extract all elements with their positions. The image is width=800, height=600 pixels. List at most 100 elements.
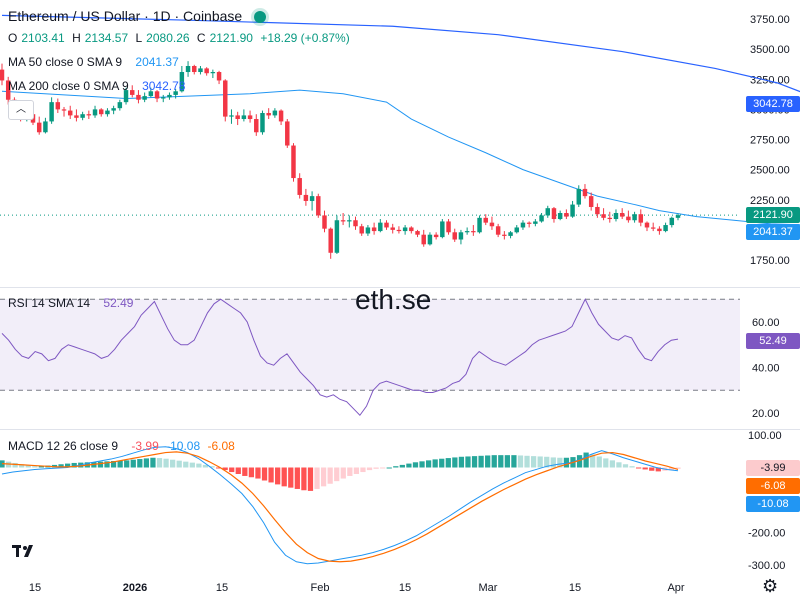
candle-body: [520, 222, 526, 228]
collapse-legend-button[interactable]: ︿: [8, 100, 34, 120]
candle-body: [67, 110, 73, 116]
macd-histogram-bar: [314, 467, 320, 489]
macd-histogram-bar: [110, 461, 117, 468]
macd-histogram-bar: [150, 457, 156, 468]
macd-histogram-bar: [215, 467, 222, 469]
macd-histogram-bar: [439, 458, 445, 468]
macd-histogram-bar: [307, 467, 314, 491]
macd-histogram-bar: [452, 457, 458, 468]
candle-body: [390, 227, 395, 230]
signal-line: [1, 451, 679, 563]
candle-body: [489, 222, 495, 227]
candle-body: [80, 114, 85, 118]
time-axis-label: Feb: [311, 582, 330, 594]
candle-body: [545, 208, 550, 216]
pane-separator[interactable]: [0, 287, 800, 288]
macd-histogram-bar: [445, 458, 451, 468]
candle-body: [192, 65, 197, 73]
candle-body: [495, 226, 501, 235]
candle-body: [161, 97, 166, 99]
macd-histogram-bar: [104, 461, 110, 468]
macd-histogram-bar: [635, 467, 642, 469]
macd-histogram-bar: [38, 465, 45, 468]
macd-histogram-bar: [12, 462, 18, 468]
macd-histogram-bar: [301, 467, 307, 491]
macd-histogram-bar: [347, 467, 353, 476]
macd-histogram-bar: [327, 467, 333, 484]
candle-body: [49, 102, 54, 122]
macd-legend[interactable]: MACD 12 26 close 9 -3.99 -10.08 -6.08: [8, 439, 235, 453]
macd-histogram-bar: [406, 463, 412, 468]
candle-body: [464, 231, 470, 233]
macd-histogram-bar: [583, 452, 589, 468]
candle-body: [371, 227, 377, 232]
macd-histogram-bar: [655, 467, 661, 472]
candle-body: [43, 121, 48, 133]
macd-histogram-bar: [340, 467, 346, 479]
macd-histogram-bar: [353, 467, 360, 474]
candle-body: [551, 208, 557, 220]
ma200-legend[interactable]: MA 200 close 0 SMA 9 3042.78: [8, 79, 186, 93]
candle-body: [644, 222, 650, 228]
macd-histogram-bar: [504, 455, 510, 468]
candle-body: [185, 65, 191, 73]
macd-histogram-bar: [603, 458, 609, 468]
macd-histogram-bar: [557, 457, 563, 468]
pane-separator[interactable]: [0, 429, 800, 430]
settings-gear-icon[interactable]: ⚙: [762, 576, 779, 596]
candle-body: [638, 214, 644, 223]
candle-body: [669, 217, 675, 226]
macd-histogram-bar: [130, 459, 136, 468]
macd-histogram-bar: [360, 467, 366, 473]
macd-histogram-bar: [465, 456, 471, 468]
rsi-legend[interactable]: RSI 14 SMA 14 52.49: [8, 296, 134, 310]
candle-body: [502, 234, 507, 236]
price-axis-label: 2500.00: [750, 165, 790, 177]
candle-body: [539, 215, 544, 222]
macd-histogram-bar: [544, 456, 550, 468]
candle-body: [36, 122, 42, 133]
macd-histogram-bar: [222, 467, 228, 471]
macd-histogram-bar: [242, 467, 248, 476]
candle-body: [514, 227, 519, 233]
candle-body: [179, 72, 185, 92]
price-axis-label: 3750.00: [750, 14, 790, 26]
macd-histogram-bar: [156, 458, 163, 468]
time-axis-label: 15: [399, 582, 411, 594]
macd-histogram-bar: [590, 454, 596, 468]
macd-hist-tag: -3.99: [746, 460, 800, 476]
macd-histogram-bar: [248, 467, 255, 478]
ohlc-legend: O 2103.41 H 2134.57 L 2080.26 C 2121.90 +18.…: [8, 31, 350, 45]
candle-body: [632, 214, 637, 221]
candle-body: [322, 215, 327, 229]
candle-body: [347, 220, 352, 222]
candle-body: [136, 94, 141, 100]
candle-body: [55, 102, 61, 110]
time-axis-label: 15: [569, 582, 581, 594]
time-axis-label: 2026: [123, 582, 147, 594]
ma50-legend[interactable]: MA 50 close 0 SMA 9 2041.37: [8, 55, 179, 69]
macd-signal-tag: -6.08: [746, 478, 800, 494]
macd-histogram-bar: [399, 464, 405, 468]
candle-body: [210, 72, 216, 74]
macd-histogram-bar: [334, 467, 340, 482]
candle-body: [446, 221, 451, 233]
candle-body: [533, 221, 538, 224]
macd-line-tag: -10.08: [746, 496, 800, 512]
candle-body: [601, 214, 606, 218]
ma200-line: [1, 14, 800, 93]
candle-body: [595, 206, 600, 215]
tradingview-logo[interactable]: [12, 543, 38, 564]
rsi-line: [1, 298, 679, 417]
candle-body: [229, 115, 234, 117]
candle-body: [564, 213, 569, 217]
macd-histogram-bar: [71, 462, 77, 468]
macd-histogram-bar: [609, 460, 615, 468]
candle-body: [173, 91, 178, 95]
candle-body: [154, 91, 160, 99]
macd-histogram-bar: [649, 467, 655, 471]
macd-histogram-bar: [380, 467, 386, 469]
candle-body: [303, 194, 309, 201]
macd-histogram-bar: [261, 467, 268, 481]
